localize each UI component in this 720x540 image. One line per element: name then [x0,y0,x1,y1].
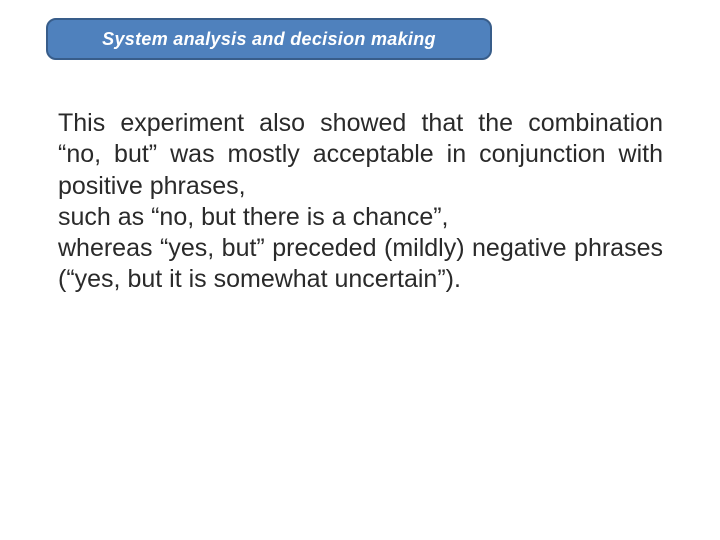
paragraph-2: such as “no, but there is a chance”, [58,202,663,233]
paragraph-1: This experiment also showed that the com… [58,108,663,202]
body-content: This experiment also showed that the com… [58,108,663,296]
paragraph-3: whereas “yes, but” preceded (mildly) neg… [58,233,663,296]
header-title: System analysis and decision making [102,29,436,50]
header-box: System analysis and decision making [46,18,492,60]
